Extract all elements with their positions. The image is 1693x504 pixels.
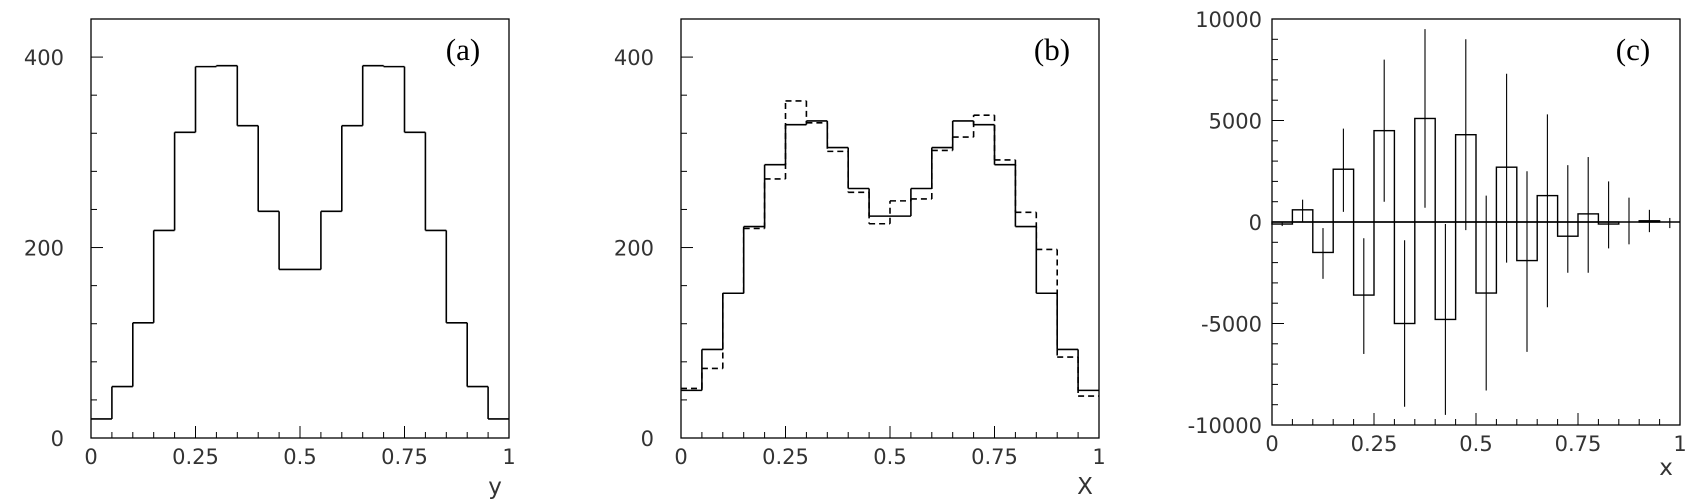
panel-a: 0 0.25 0.5 0.75 1 0 200 400 y (a) bbox=[24, 18, 516, 500]
x-tick-label: 0 bbox=[84, 445, 97, 469]
x-axis-title: x bbox=[1659, 455, 1673, 481]
y-tick-label: 400 bbox=[614, 46, 654, 70]
y-tick-label: -10000 bbox=[1188, 414, 1262, 438]
y-tick-label: 0 bbox=[641, 427, 654, 451]
x-axis-title: X bbox=[1077, 474, 1093, 500]
x-tick-label: 1 bbox=[1673, 432, 1686, 456]
x-tick-label: 0 bbox=[1265, 432, 1278, 456]
y-tick-label: -5000 bbox=[1201, 313, 1262, 337]
x-tick-label: 0.25 bbox=[762, 445, 809, 469]
x-tick-label: 0 bbox=[674, 445, 687, 469]
y-tick-label: 400 bbox=[24, 46, 64, 70]
panel-b: 0 0.25 0.5 0.75 1 0 200 400 X (b) bbox=[614, 18, 1106, 500]
x-tick-label: 0.75 bbox=[381, 445, 428, 469]
x-tick-label: 0.25 bbox=[1351, 432, 1398, 456]
y-tick-label: 5000 bbox=[1209, 110, 1262, 134]
panel-label: (a) bbox=[446, 32, 480, 67]
x-axis-title: y bbox=[488, 474, 502, 500]
y-tick-label: 200 bbox=[24, 237, 64, 261]
panel-c: 0 0.25 0.5 0.75 1 -10000 -5000 0 5000 10000 x (c) bbox=[1188, 8, 1687, 481]
y-tick-label: 0 bbox=[1249, 211, 1262, 235]
plot-frame bbox=[90, 18, 510, 439]
panel-label: (c) bbox=[1616, 32, 1650, 67]
x-tick-label: 0.75 bbox=[1555, 432, 1602, 456]
y-tick-label: 0 bbox=[51, 427, 64, 451]
x-tick-label: 1 bbox=[502, 445, 515, 469]
x-tick-label: 0.25 bbox=[172, 445, 219, 469]
x-tick-label: 0.5 bbox=[873, 445, 906, 469]
x-tick-label: 1 bbox=[1092, 445, 1105, 469]
x-tick-label: 0.75 bbox=[971, 445, 1018, 469]
y-tick-label: 200 bbox=[614, 237, 654, 261]
x-tick-label: 0.5 bbox=[1459, 432, 1492, 456]
y-tick-label: 10000 bbox=[1195, 8, 1262, 32]
panel-label: (b) bbox=[1034, 32, 1070, 67]
x-tick-label: 0.5 bbox=[283, 445, 316, 469]
